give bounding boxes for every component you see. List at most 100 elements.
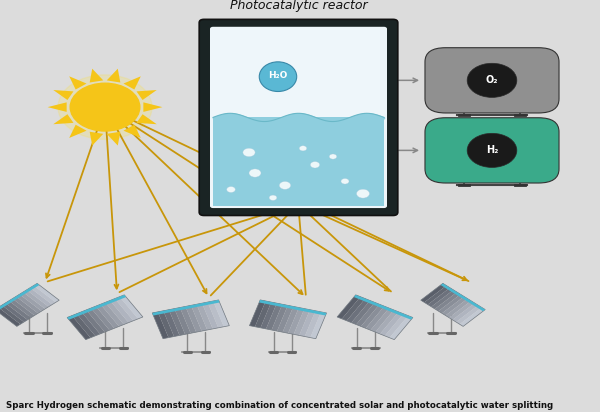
Text: H₂O: H₂O — [268, 71, 287, 80]
Polygon shape — [2, 303, 28, 322]
Bar — [213, 117, 384, 206]
Polygon shape — [0, 307, 20, 326]
Circle shape — [327, 152, 339, 161]
Polygon shape — [266, 303, 283, 330]
Polygon shape — [260, 302, 277, 329]
Polygon shape — [16, 294, 41, 313]
Polygon shape — [337, 295, 361, 319]
Polygon shape — [169, 309, 185, 335]
Polygon shape — [305, 311, 321, 337]
Polygon shape — [67, 316, 91, 339]
Polygon shape — [137, 90, 157, 100]
Polygon shape — [385, 314, 408, 338]
Polygon shape — [96, 304, 119, 328]
Polygon shape — [299, 310, 316, 337]
Polygon shape — [208, 301, 224, 328]
Polygon shape — [124, 125, 141, 138]
Polygon shape — [259, 300, 326, 316]
Polygon shape — [26, 288, 52, 307]
Polygon shape — [5, 301, 31, 320]
Circle shape — [243, 148, 255, 157]
Polygon shape — [86, 308, 110, 332]
Polygon shape — [366, 306, 389, 330]
Polygon shape — [250, 300, 266, 327]
FancyBboxPatch shape — [425, 48, 559, 113]
Polygon shape — [185, 305, 202, 332]
Polygon shape — [460, 307, 485, 326]
Polygon shape — [23, 290, 49, 309]
Polygon shape — [440, 283, 485, 311]
Polygon shape — [89, 69, 103, 82]
Polygon shape — [158, 311, 174, 337]
Polygon shape — [288, 307, 304, 335]
Polygon shape — [442, 297, 467, 316]
Polygon shape — [196, 303, 213, 330]
Circle shape — [227, 187, 235, 192]
Circle shape — [279, 181, 291, 190]
Polygon shape — [9, 299, 35, 318]
Polygon shape — [283, 307, 299, 333]
Polygon shape — [347, 299, 370, 323]
Polygon shape — [424, 286, 450, 304]
Polygon shape — [342, 297, 365, 321]
Polygon shape — [370, 308, 394, 332]
Polygon shape — [255, 301, 271, 328]
FancyBboxPatch shape — [210, 27, 387, 208]
Polygon shape — [30, 286, 56, 304]
Polygon shape — [91, 306, 114, 330]
Polygon shape — [445, 299, 471, 318]
Polygon shape — [137, 114, 157, 124]
Circle shape — [267, 194, 279, 202]
Polygon shape — [163, 310, 179, 337]
Polygon shape — [82, 310, 105, 334]
Circle shape — [70, 83, 140, 131]
Polygon shape — [107, 132, 121, 145]
Polygon shape — [375, 310, 398, 334]
Polygon shape — [34, 283, 59, 302]
Text: H₂: H₂ — [486, 145, 498, 155]
Polygon shape — [143, 102, 163, 112]
Circle shape — [467, 133, 517, 167]
Polygon shape — [110, 299, 133, 323]
Polygon shape — [107, 69, 121, 82]
Polygon shape — [124, 76, 141, 89]
Polygon shape — [202, 302, 218, 329]
Polygon shape — [47, 102, 67, 112]
Polygon shape — [175, 307, 191, 335]
Polygon shape — [119, 295, 143, 319]
Polygon shape — [191, 304, 207, 331]
Polygon shape — [13, 297, 38, 316]
Polygon shape — [69, 125, 86, 138]
Polygon shape — [428, 288, 454, 307]
Polygon shape — [439, 294, 464, 313]
Polygon shape — [152, 312, 169, 339]
Polygon shape — [213, 300, 229, 327]
Polygon shape — [389, 316, 413, 339]
Polygon shape — [356, 302, 380, 326]
Polygon shape — [0, 305, 24, 324]
Ellipse shape — [259, 62, 297, 91]
Text: O₂: O₂ — [486, 75, 498, 85]
Polygon shape — [53, 114, 73, 124]
Polygon shape — [456, 305, 482, 324]
Polygon shape — [354, 295, 413, 320]
Polygon shape — [449, 301, 475, 320]
Polygon shape — [180, 307, 196, 333]
Polygon shape — [293, 309, 310, 335]
Polygon shape — [115, 297, 138, 321]
Circle shape — [339, 177, 351, 185]
Polygon shape — [77, 312, 100, 336]
Polygon shape — [19, 292, 45, 311]
Polygon shape — [69, 76, 86, 89]
Polygon shape — [0, 283, 40, 311]
Polygon shape — [310, 312, 326, 339]
Polygon shape — [67, 295, 126, 320]
Polygon shape — [152, 300, 220, 316]
Circle shape — [311, 162, 319, 168]
Polygon shape — [435, 292, 461, 311]
Circle shape — [359, 191, 367, 197]
Circle shape — [297, 144, 309, 152]
Polygon shape — [72, 314, 95, 338]
Polygon shape — [53, 90, 73, 100]
Text: Sparc Hydrogen schematic demonstrating combination of concentrated solar and pho: Sparc Hydrogen schematic demonstrating c… — [6, 401, 553, 410]
